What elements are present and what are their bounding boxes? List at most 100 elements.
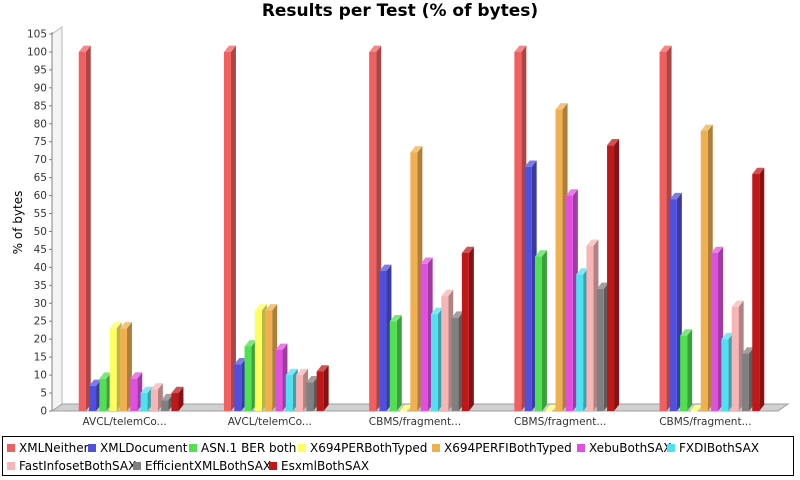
y-tick-label: 15: [34, 352, 47, 364]
bar-x694perbothtyped: [254, 304, 267, 411]
y-tick-label: 95: [34, 64, 47, 76]
legend-item: ASN.1 BER both: [189, 440, 296, 456]
bar-efficientxmlbothsax: [451, 311, 464, 411]
legend-label: FastInfosetBothSAX: [19, 459, 137, 473]
legend-swatch: [667, 444, 675, 452]
legend-swatch: [133, 462, 141, 470]
bar-esxmlbothsax: [171, 386, 184, 411]
bar-xebubothsax: [711, 246, 724, 411]
legend-label: XebuBothSAX: [589, 441, 672, 455]
y-tick-label: 80: [34, 118, 47, 130]
legend-swatch: [269, 462, 277, 470]
bar-xebubothsax: [565, 189, 578, 411]
bar-efficientxmlbothsax: [596, 282, 609, 411]
bar-fastinfosetbothsax: [586, 239, 599, 411]
bar-efficientxmlbothsax: [306, 375, 319, 411]
y-tick-label: 35: [34, 280, 47, 292]
y-tick-label: 90: [34, 82, 47, 94]
y-tick-label: 65: [34, 172, 47, 184]
bar-x694perfibothtyped: [700, 124, 713, 412]
legend-swatch: [298, 444, 306, 452]
chart-title: Results per Test (% of bytes): [261, 1, 539, 21]
bar-esxmlbothsax: [316, 365, 329, 411]
bar-x694perbothtyped: [545, 404, 558, 412]
y-tick-label: 10: [34, 370, 47, 382]
y-tick-label: 60: [34, 190, 47, 202]
legend-item: EfficientXMLBothSAX: [133, 458, 271, 474]
legend-label: XMLDocument: [100, 441, 188, 455]
y-tick-label: 20: [34, 334, 47, 346]
x-tick-label: CBMS/fragment...: [369, 416, 461, 428]
bar-xebubothsax: [420, 257, 433, 411]
bar-fastinfosetbothsax: [296, 368, 309, 411]
legend-item: FXDIBothSAX: [667, 440, 759, 456]
x-tick-label: CBMS/fragment...: [659, 416, 751, 428]
legend-swatch: [577, 444, 585, 452]
legend-item: X694PERBothTyped: [298, 440, 427, 456]
bar-fastinfosetbothsax: [731, 300, 744, 411]
bar-fxdibothsax: [721, 332, 734, 411]
bar-xmldocument: [89, 379, 102, 411]
legend-item: XebuBothSAX: [577, 440, 671, 456]
y-tick-label: 85: [34, 100, 47, 112]
bar-fastinfosetbothsax: [441, 289, 454, 411]
bar-x694perfibothtyped: [410, 146, 423, 411]
x-tick-label: CBMS/fragment...: [514, 416, 606, 428]
legend-label: FXDIBothSAX: [679, 441, 760, 455]
bar-esxmlbothsax: [461, 246, 474, 411]
legend-item: EsxmlBothSAX: [269, 458, 369, 474]
y-tick-label: 25: [34, 316, 47, 328]
x-tick-label: AVCL/telemCo...: [83, 416, 167, 428]
bar-asn-1-ber-both: [99, 372, 112, 411]
legend-label: X694PERFIBothTyped: [444, 441, 572, 455]
y-tick-label: 70: [34, 154, 47, 166]
legend-item: FastInfosetBothSAX: [7, 458, 136, 474]
y-axis-label: % of bytes: [11, 191, 25, 255]
bar-asn-1-ber-both: [680, 329, 693, 411]
bar-x694perfibothtyped: [555, 103, 568, 412]
bar-esxmlbothsax: [752, 167, 765, 411]
bar-asn-1-ber-both: [534, 250, 547, 411]
bar-asn-1-ber-both: [389, 314, 402, 411]
y-tick-label: 105: [27, 29, 47, 41]
legend-swatch: [7, 462, 15, 470]
legend-label: EsxmlBothSAX: [281, 459, 370, 473]
legend-swatch: [7, 444, 15, 452]
chart-legend: XMLNeither XMLDocument ASN.1 BER both X694P…: [2, 436, 794, 476]
legend-swatch: [88, 444, 96, 452]
bar-esxmlbothsax: [607, 139, 620, 412]
bar-xmlneither: [78, 45, 91, 412]
bar-xmlneither: [369, 45, 382, 412]
y-tick-label: 50: [34, 226, 47, 238]
y-tick-label: 45: [34, 244, 47, 256]
bar-xmldocument: [669, 192, 682, 411]
y-tick-label: 30: [34, 298, 47, 310]
y-tick-label: 5: [40, 388, 47, 400]
plot-side-wall: [51, 26, 63, 412]
chart-plot: 0 5 10 15 20 25 30 35 40 45 50 55 60 65 70 75 80 85 90 95 10…: [11, 26, 790, 428]
bar-x694perfibothtyped: [119, 322, 132, 411]
legend-item: XMLDocument: [88, 440, 187, 456]
legend-label: EfficientXMLBothSAX: [145, 459, 272, 473]
bar-xebubothsax: [130, 372, 143, 411]
legend-swatch: [189, 444, 197, 452]
bar-x694perfibothtyped: [265, 304, 278, 411]
bar-asn-1-ber-both: [244, 340, 257, 411]
bar-efficientxmlbothsax: [741, 347, 754, 411]
legend-item: XMLNeither: [7, 440, 89, 456]
legend-swatch: [432, 444, 440, 452]
bar-xebubothsax: [275, 343, 288, 411]
y-tick-label: 75: [34, 136, 47, 148]
bar-xmldocument: [234, 358, 247, 411]
bar-x694perbothtyped: [690, 404, 703, 412]
legend-label: XMLNeither: [19, 441, 89, 455]
bar-x694perbothtyped: [109, 322, 122, 411]
bar-xmldocument: [524, 160, 537, 411]
y-tick-label: 100: [27, 46, 47, 58]
legend-label: X694PERBothTyped: [310, 441, 428, 455]
bar-fxdibothsax: [430, 307, 443, 411]
bar-xmldocument: [379, 264, 392, 411]
bar-xmlneither: [223, 45, 236, 412]
y-tick-label: 55: [34, 208, 47, 220]
x-tick-label: AVCL/telemCo...: [228, 416, 312, 428]
